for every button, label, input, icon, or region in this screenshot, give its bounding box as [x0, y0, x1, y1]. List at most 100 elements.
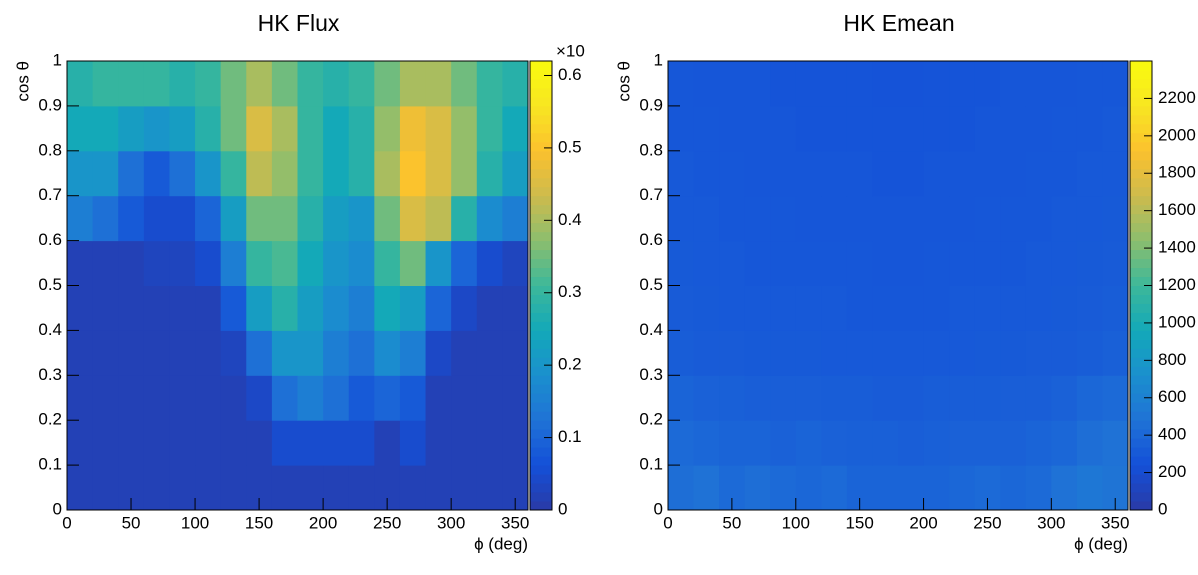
colorbar-step [1130, 61, 1152, 71]
heatmap-cell [195, 105, 222, 152]
y-tick-label: 0.9 [38, 95, 62, 114]
heatmap-cell [872, 330, 899, 376]
heatmap-cell [92, 61, 119, 107]
heatmap-cell [195, 240, 222, 286]
colorbar-step [1130, 195, 1152, 206]
y-tick-label: 0.2 [639, 410, 663, 429]
heatmap-cell [348, 375, 375, 421]
heatmap-cell [425, 105, 452, 152]
colorbar-step [1130, 123, 1152, 134]
heatmap-cell [502, 375, 529, 421]
heatmap-cell [898, 61, 925, 107]
heatmap-cell [399, 375, 427, 421]
colorbar-step [530, 366, 552, 376]
colorbar-step [1130, 339, 1152, 349]
heatmap-cell [246, 240, 273, 286]
colorbar-step [530, 96, 552, 107]
heatmap-cell [451, 61, 478, 107]
colorbar-step [1130, 267, 1152, 278]
colorbar-tick-label: 600 [1158, 387, 1186, 406]
heatmap-cell [744, 375, 771, 421]
heatmap-cell [770, 150, 797, 197]
colorbar-step [1130, 159, 1152, 170]
heatmap-cell [770, 240, 797, 286]
heatmap-cell [898, 420, 925, 466]
heatmap-cell [195, 195, 222, 242]
x-tick-label: 200 [309, 513, 337, 532]
colorbar-step [530, 267, 552, 278]
heatmap-cell [118, 240, 145, 286]
heatmap-cell [872, 240, 899, 286]
y-axis-label: cos θ [13, 61, 32, 102]
heatmap-cell [898, 195, 925, 242]
colorbar-tick-label: 0.3 [558, 282, 582, 301]
heatmap-cell [271, 375, 298, 421]
colorbar-step [1130, 258, 1152, 269]
heatmap-cell [770, 465, 797, 511]
colorbar-step [1130, 456, 1152, 466]
heatmap-cell [1025, 195, 1052, 242]
heatmap-cell [348, 420, 375, 466]
x-tick-label: 100 [782, 513, 810, 532]
colorbar-step [530, 69, 552, 80]
heatmap-cell [719, 330, 746, 376]
heatmap-cell [923, 330, 950, 376]
heatmap-cell [846, 285, 873, 331]
heatmap-cell [821, 240, 848, 286]
colorbar-step [530, 213, 552, 224]
heatmap-cell [169, 240, 196, 286]
heatmap-cell [898, 465, 925, 511]
colorbar-tick-label: 0.2 [558, 355, 582, 374]
heatmap-cell [898, 285, 925, 331]
colorbar-step [530, 168, 552, 179]
heatmap-cell [169, 285, 196, 331]
heatmap-cell [348, 195, 375, 242]
heatmap-cell [374, 240, 401, 286]
heatmap-cell [425, 61, 452, 107]
heatmap-cell [323, 375, 350, 421]
heatmap-cell [1000, 105, 1027, 152]
heatmap-cell [246, 420, 273, 466]
colorbar-step [530, 276, 552, 286]
heatmap-cell [1025, 105, 1052, 152]
heatmap-cell [118, 61, 145, 107]
heatmap-cell [1000, 330, 1027, 376]
heatmap-cell [195, 375, 222, 421]
heatmap-cell [898, 150, 925, 197]
heatmap-cell [872, 195, 899, 242]
heatmap-cell [1102, 375, 1129, 421]
heatmap-cell [271, 150, 298, 197]
heatmap-cell [1000, 195, 1027, 242]
heatmap-cell [476, 420, 503, 466]
heatmap-cell [668, 150, 695, 197]
heatmap-cell [143, 285, 170, 331]
heatmap-cell [451, 465, 478, 511]
colorbar-step [530, 384, 552, 394]
colorbar-step [530, 501, 552, 511]
heatmap-cell [1051, 285, 1078, 331]
heatmap-cell [220, 375, 247, 421]
chart-title: HK Emean [843, 10, 954, 36]
colorbar-step [1130, 87, 1152, 98]
heatmap-cell [1051, 150, 1078, 197]
heatmap-cell [1000, 465, 1027, 511]
heatmap-cell [399, 420, 427, 466]
heatmap-cell [297, 420, 324, 466]
heatmap-cell [846, 420, 873, 466]
heatmap-cell [1102, 105, 1129, 152]
x-tick-label: 350 [1101, 513, 1129, 532]
heatmap-cell [220, 330, 247, 376]
heatmap-cell [795, 240, 822, 286]
heatmap-cell [143, 61, 170, 107]
heatmap-cell [220, 61, 247, 107]
heatmap-cell [1102, 61, 1129, 107]
heatmap-cell [770, 105, 797, 152]
heatmap-cell [143, 195, 170, 242]
colorbar-exponent: ×10 [556, 41, 585, 60]
heatmap-cell [297, 240, 324, 286]
heatmap-cell [974, 375, 1001, 421]
y-tick-label: 1 [53, 50, 62, 69]
heatmap-cell [323, 195, 350, 242]
heatmap-cell [1076, 465, 1103, 511]
heatmap-cell [1051, 465, 1078, 511]
